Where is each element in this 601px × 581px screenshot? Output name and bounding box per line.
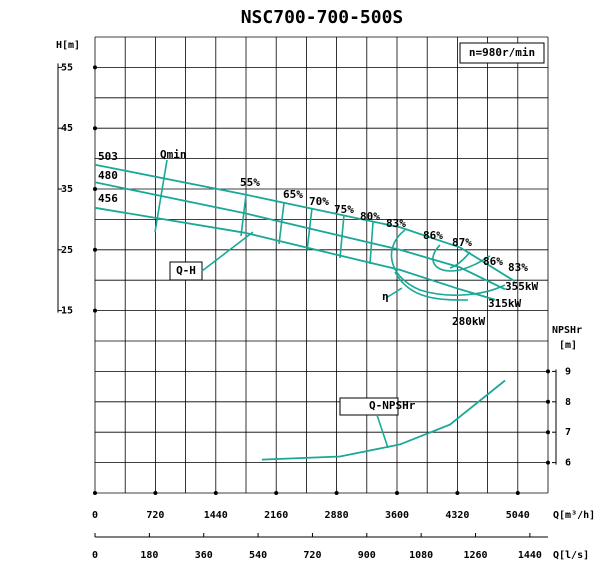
x2-tick-label: 0	[92, 550, 98, 561]
annotation: 86%	[423, 229, 443, 242]
y2-tick-label: 6	[565, 458, 571, 469]
x-tick	[334, 491, 339, 495]
y2-tick-label: 8	[565, 397, 571, 408]
annotation: 80%	[360, 210, 380, 223]
annotation: 86%	[483, 255, 503, 268]
eff-line	[432, 244, 491, 272]
annotation: 70%	[309, 195, 329, 208]
y-tick-label: 25	[61, 245, 73, 256]
annotation: 87%	[452, 236, 472, 249]
eff-line	[240, 194, 247, 237]
x-tick-label: 0	[92, 510, 98, 521]
annotation: η	[382, 290, 389, 303]
eff-line	[306, 207, 313, 252]
y2-tick	[546, 369, 550, 374]
chart-title: NSC700-700-500S	[241, 7, 404, 28]
y-tick	[93, 308, 97, 313]
annotation: 55%	[240, 176, 260, 189]
series-line	[94, 163, 516, 283]
x-tick	[274, 491, 279, 495]
annotation: 65%	[283, 188, 303, 201]
x-tick-label: 3600	[385, 510, 409, 521]
y-axis-label: H[m]	[56, 40, 80, 51]
x-tick-label: 1440	[204, 510, 228, 521]
leader	[376, 414, 389, 449]
annotation: 83%	[386, 217, 406, 230]
label-box	[339, 397, 399, 416]
annotation: 315kW	[488, 297, 521, 310]
annotation: 355kW	[505, 280, 538, 293]
eff-line	[278, 202, 285, 245]
eff-line	[394, 271, 469, 301]
x2-tick-label: 720	[303, 550, 321, 561]
series-label: Q-NPSHr	[369, 399, 416, 412]
annotation: Q-H	[176, 264, 196, 277]
x-tick-label: 2880	[325, 510, 349, 521]
eff-line	[449, 251, 471, 269]
efficiency-contours	[154, 159, 506, 449]
y-tick	[93, 187, 97, 191]
y-tick	[93, 65, 97, 70]
x2-tick-label: 1260	[463, 550, 487, 561]
series-line	[261, 379, 506, 461]
x2-tick-label: 1080	[409, 550, 433, 561]
grid	[94, 36, 549, 494]
annotation: Qmin	[160, 148, 187, 161]
y-tick	[93, 126, 97, 131]
x-tick	[213, 491, 218, 495]
series-label: 456	[98, 192, 118, 205]
y2-tick	[546, 399, 550, 404]
x-axis-label: Q[m³/h]	[553, 510, 595, 521]
x2-axis-label: Q[l/s]	[553, 550, 589, 561]
x2-tick-label: 900	[358, 550, 376, 561]
x-tick	[515, 491, 520, 495]
leader	[201, 231, 254, 272]
y-tick-label: 45	[61, 123, 73, 134]
x-tick	[93, 491, 97, 495]
x-tick	[455, 491, 460, 495]
x2-tick-label: 540	[249, 550, 267, 561]
x-tick-label: 5040	[506, 510, 530, 521]
annotation: 280kW	[452, 315, 485, 328]
eff-line	[390, 229, 506, 296]
x2-tick-label: 360	[195, 550, 213, 561]
y-tick-label: 35	[61, 184, 73, 195]
x-tick	[395, 491, 399, 495]
x-tick-label: 720	[146, 510, 164, 521]
speed-label: n=980r/min	[469, 46, 535, 59]
annotation: 83%	[508, 261, 528, 274]
annotation: 75%	[334, 203, 354, 216]
y-tick-label: 55	[61, 62, 73, 73]
series-label: 480	[98, 169, 118, 182]
x2-tick-label: 180	[140, 550, 158, 561]
y-tick-label: 15	[61, 306, 73, 317]
series-line	[94, 206, 496, 301]
x-tick	[153, 491, 158, 495]
speed-box	[459, 42, 545, 64]
y2-axis-label: NPSHr	[552, 325, 582, 336]
y2-tick	[546, 430, 550, 435]
leader	[385, 287, 403, 299]
y2-axis-label: [m]	[559, 340, 577, 351]
x-tick-label: 2160	[264, 510, 288, 521]
series-label: 503	[98, 150, 118, 163]
y2-tick	[546, 460, 550, 465]
y-tick	[93, 247, 97, 252]
series-line	[94, 181, 506, 291]
y2-tick-label: 7	[565, 427, 571, 438]
x2-tick-label: 1440	[518, 550, 542, 561]
y2-tick-label: 9	[565, 366, 571, 377]
x-tick-label: 4320	[445, 510, 469, 521]
